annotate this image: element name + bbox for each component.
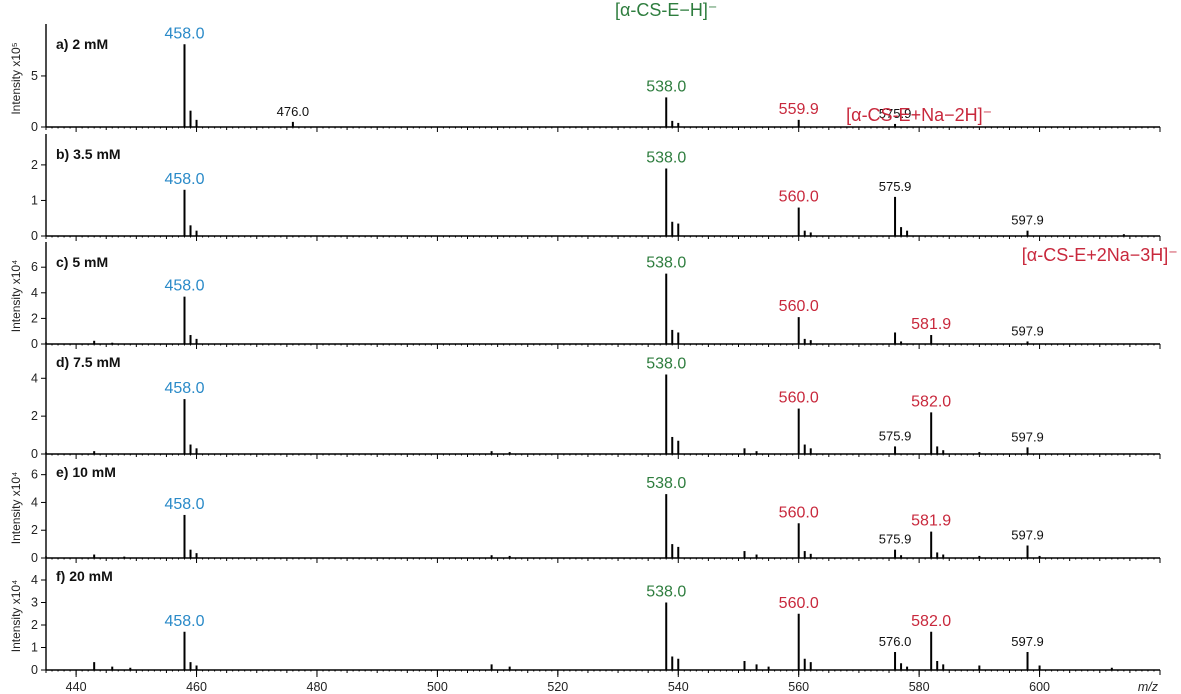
- peak-mz-label: 458.0: [164, 613, 204, 630]
- x-tick-label: 480: [307, 680, 328, 694]
- peak-mz-label: 582.0: [911, 393, 951, 410]
- peak-mz-label: 538.0: [646, 78, 686, 95]
- peak-mz-label: 581.9: [911, 316, 951, 333]
- y-tick-label: 3: [31, 596, 38, 610]
- peak-mz-label: 575.9: [879, 179, 912, 194]
- peak-mz-label: 582.0: [911, 613, 951, 630]
- y-tick-label: 6: [31, 260, 38, 274]
- y-tick-label: 4: [31, 371, 38, 385]
- y-tick-label: 0: [31, 663, 38, 677]
- peak-mz-label: 575.9: [879, 106, 912, 121]
- panel-label: b) 3.5 mM: [56, 146, 121, 162]
- peak-mz-label: 560.0: [779, 390, 819, 407]
- y-tick-label: 2: [31, 311, 38, 325]
- x-tick-label: 520: [547, 680, 568, 694]
- peak-mz-label: 560.0: [779, 595, 819, 612]
- peak-mz-label: 581.9: [911, 513, 951, 530]
- y-tick-label: 1: [31, 641, 38, 655]
- peak-mz-label: 597.9: [1011, 323, 1044, 338]
- peak-mz-label: 597.9: [1011, 634, 1044, 649]
- peak-mz-label: 575.9: [879, 428, 912, 443]
- panel-label: e) 10 mM: [56, 464, 116, 480]
- x-axis-label: m/z: [1138, 680, 1159, 694]
- x-tick-label: 600: [1029, 680, 1050, 694]
- y-axis-label: Intensity x10⁴: [9, 472, 23, 545]
- peak-mz-label: 538.0: [646, 584, 686, 601]
- peak-mz-label: 559.9: [779, 101, 819, 118]
- y-tick-label: 0: [31, 229, 38, 243]
- peak-mz-label: 560.0: [779, 504, 819, 521]
- x-tick-label: 580: [909, 680, 930, 694]
- y-tick-label: 4: [31, 573, 38, 587]
- peak-mz-label: 458.0: [164, 171, 204, 188]
- y-tick-label: 4: [31, 495, 38, 509]
- peak-mz-label: 576.0: [879, 634, 912, 649]
- peak-mz-label: 458.0: [164, 380, 204, 397]
- peak-mz-label: 458.0: [164, 278, 204, 295]
- y-tick-label: 0: [31, 337, 38, 351]
- y-tick-label: 2: [31, 158, 38, 172]
- y-tick-label: 0: [31, 551, 38, 565]
- ion-species-label: [α-CS-E+2Na−3H]⁻: [1022, 245, 1178, 265]
- peak-mz-label: 597.9: [1011, 528, 1044, 543]
- panel-label: d) 7.5 mM: [56, 354, 121, 370]
- x-tick-label: 540: [668, 680, 689, 694]
- peak-mz-label: 575.9: [879, 532, 912, 547]
- peak-mz-label: 597.9: [1011, 429, 1044, 444]
- panel-label: a) 2 mM: [56, 36, 108, 52]
- y-axis-label: Intensity x10⁴: [9, 580, 23, 653]
- peak-mz-label: 538.0: [646, 255, 686, 272]
- panel-label: c) 5 mM: [56, 254, 108, 270]
- y-axis-label: Intensity x10⁵: [9, 42, 23, 114]
- y-tick-label: 2: [31, 618, 38, 632]
- y-tick-label: 1: [31, 193, 38, 207]
- peak-mz-label: 538.0: [646, 475, 686, 492]
- y-tick-label: 6: [31, 468, 38, 482]
- x-tick-label: 500: [427, 680, 448, 694]
- y-axis-label: Intensity x10⁴: [9, 260, 23, 333]
- x-tick-label: 440: [66, 680, 87, 694]
- y-tick-label: 5: [31, 69, 38, 83]
- x-tick-label: 560: [788, 680, 809, 694]
- peak-mz-label: 560.0: [779, 298, 819, 315]
- y-tick-label: 2: [31, 409, 38, 423]
- ion-species-label: [α-CS-E+Na−2H]⁻: [846, 105, 992, 125]
- y-tick-label: 4: [31, 286, 38, 300]
- peak-mz-label: 538.0: [646, 356, 686, 373]
- ion-species-label: [α-CS-E−H]⁻: [615, 0, 717, 20]
- peak-mz-label: 458.0: [164, 25, 204, 42]
- y-tick-label: 0: [31, 120, 38, 134]
- peak-mz-label: 538.0: [646, 149, 686, 166]
- peak-mz-label: 560.0: [779, 189, 819, 206]
- peak-mz-label: 476.0: [277, 104, 310, 119]
- x-tick-label: 460: [186, 680, 207, 694]
- panel-label: f) 20 mM: [56, 568, 113, 584]
- y-tick-label: 2: [31, 523, 38, 537]
- peak-mz-label: 597.9: [1011, 213, 1044, 228]
- y-tick-label: 0: [31, 447, 38, 461]
- peak-mz-label: 458.0: [164, 496, 204, 513]
